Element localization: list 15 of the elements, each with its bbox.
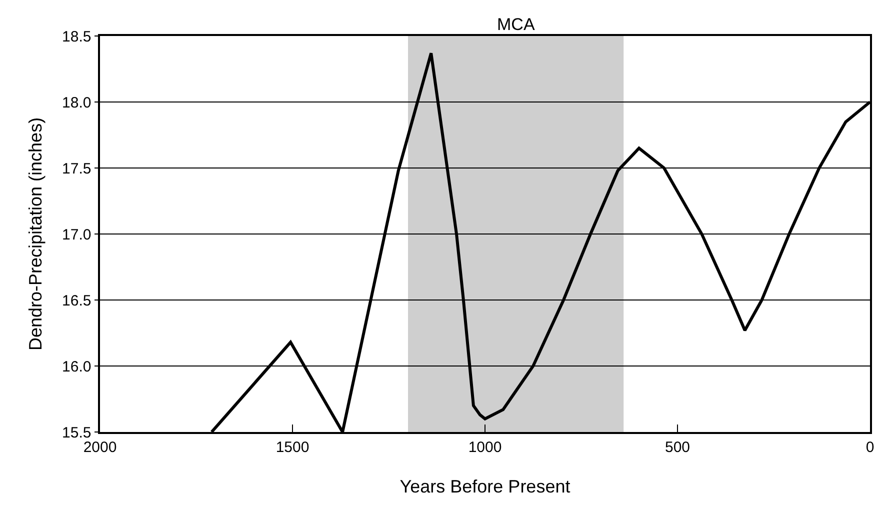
y-tick-label: 16.0 [62, 358, 92, 376]
y-tick-label: 18.0 [62, 94, 92, 112]
x-tick-label: 0 [866, 438, 874, 456]
y-tick-label: 17.0 [62, 226, 92, 244]
y-axis-title: Dendro-Precipitation (inches) [26, 117, 46, 351]
y-tick-label: 17.5 [62, 160, 92, 178]
x-tick-label: 2000 [83, 438, 117, 456]
x-tick-label: 1500 [276, 438, 310, 456]
band-label: MCA [497, 15, 536, 34]
y-tick-label: 18.5 [62, 28, 92, 46]
y-tick-label: 15.5 [62, 424, 92, 442]
x-tick-label: 500 [664, 438, 690, 456]
x-axis-title: Years Before Present [400, 476, 570, 496]
x-tick-label: 1000 [468, 438, 502, 456]
y-tick-label: 16.5 [62, 292, 92, 310]
